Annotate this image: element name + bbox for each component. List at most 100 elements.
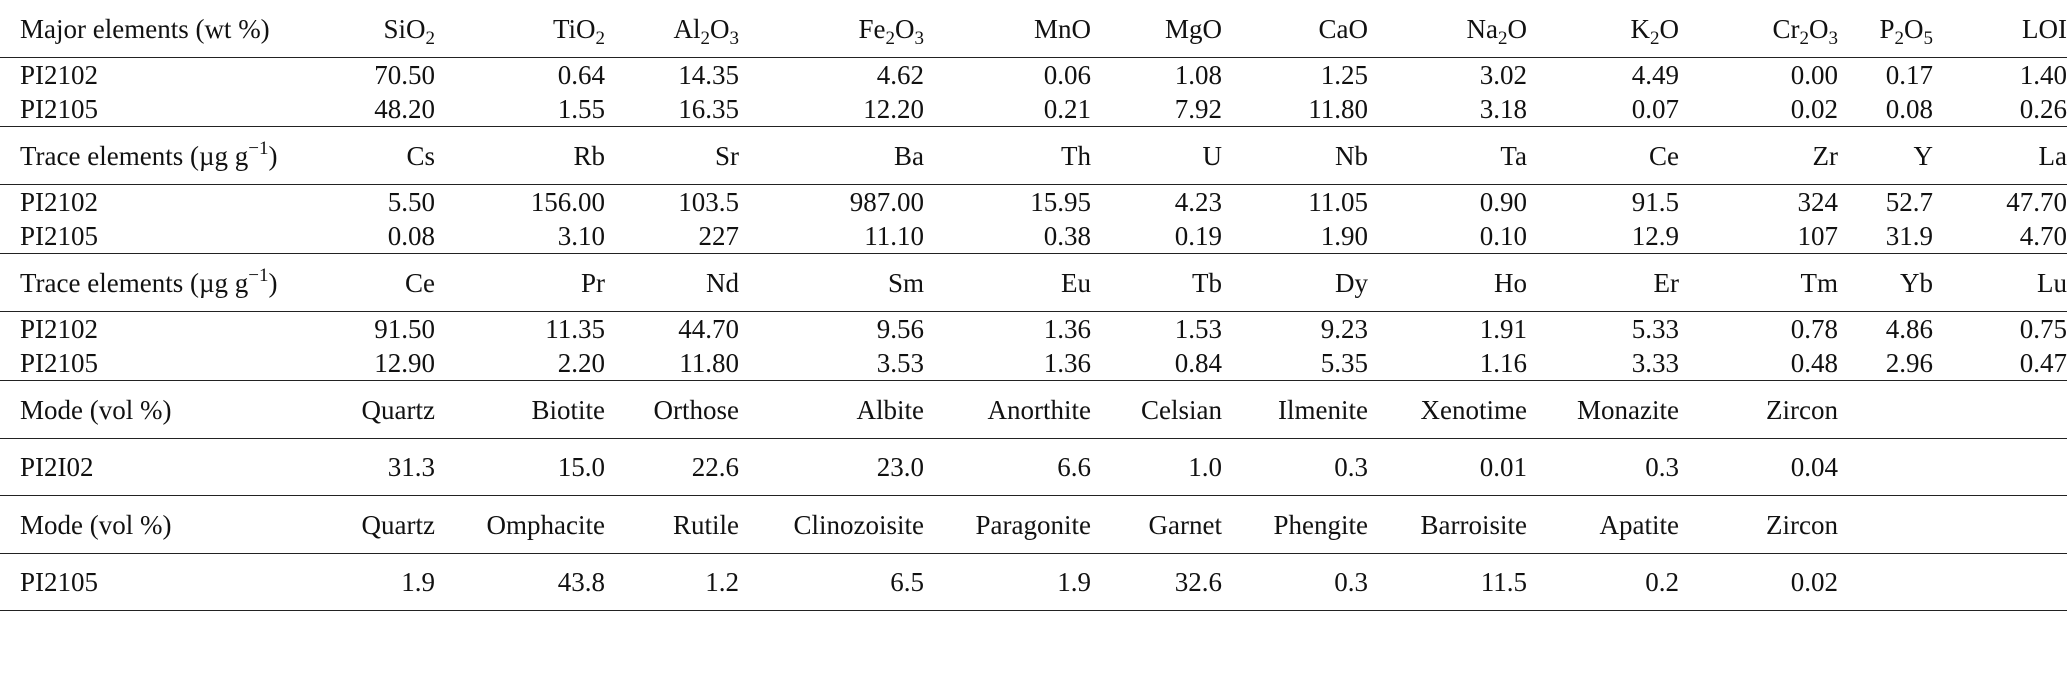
column-header: Sm — [739, 253, 924, 312]
table-row: PI2102 70.50 0.64 14.35 4.62 0.06 1.08 1.25 3.02… — [0, 58, 2067, 93]
table-cell: 1.0 — [1091, 438, 1222, 496]
subscript: 3 — [1828, 27, 1839, 49]
table-cell: 2.20 — [435, 346, 605, 381]
section-header-row: Mode (vol %) Quartz Biotite Orthose Albite An… — [0, 380, 2067, 439]
table-cell: 11.35 — [545, 314, 605, 344]
column-header: LOI — [1933, 0, 2067, 58]
table-cell: 107 — [1679, 219, 1838, 254]
header-text: Xenotime — [1420, 394, 1527, 425]
table-cell: 31.9 — [1838, 219, 1933, 254]
table-cell: 103.5 — [678, 187, 739, 217]
header-text: Al — [673, 13, 701, 44]
column-header: Apatite — [1527, 495, 1679, 554]
column-header: Clinozoisite — [739, 495, 924, 554]
column-header: Er — [1527, 253, 1679, 312]
table-cell: 44.70 — [678, 314, 739, 344]
column-header: La — [1933, 126, 2067, 185]
column-header: MnO — [924, 0, 1091, 58]
table-cell: 22.6 — [605, 438, 739, 496]
section-header-row: Trace elements (µg g−1) Cs Rb Sr Ba Th U Nb Ta Ce… — [0, 126, 2067, 185]
table-cell: 1.91 — [1479, 314, 1527, 344]
header-text: O — [1507, 13, 1528, 44]
table-cell: 1.08 — [1174, 60, 1222, 90]
column-header: Tb — [1091, 253, 1222, 312]
header-text: Er — [1653, 267, 1679, 298]
header-text: MnO — [1033, 13, 1091, 44]
header-text: Zr — [1812, 140, 1838, 171]
column-header: K2O — [1527, 0, 1679, 58]
column-header: Y — [1838, 126, 1934, 185]
table-row: PI2102 91.50 11.35 44.70 9.56 1.36 1.53 9.23 1.9… — [0, 312, 2067, 347]
table-cell: 14.35 — [678, 60, 739, 90]
table-cell: 0.64 — [557, 60, 605, 90]
header-text: Sr — [714, 140, 739, 171]
superscript: −1 — [248, 264, 269, 286]
column-header: Tm — [1679, 253, 1839, 312]
section-header-row: Mode (vol %) Quartz Omphacite Rutile Clinozo… — [0, 495, 2067, 554]
table-cell: 4.49 — [1631, 60, 1679, 90]
table-cell: 1.2 — [605, 553, 739, 611]
header-text: SiO — [383, 13, 426, 44]
table-cell: 15.95 — [1030, 187, 1091, 217]
header-text: Tm — [1800, 267, 1839, 298]
section-title: Mode (vol %) — [0, 380, 340, 439]
column-header: Pr — [435, 253, 605, 312]
table-cell: 1.25 — [1320, 60, 1368, 90]
column-header: Phengite — [1222, 495, 1368, 554]
header-text: Y — [1913, 140, 1934, 171]
table-cell: 1.16 — [1368, 346, 1527, 381]
subscript: 2 — [1650, 27, 1660, 49]
table-cell: 0.21 — [924, 92, 1091, 127]
table-cell: 7.92 — [1091, 92, 1222, 127]
table-cell: 0.3 — [1222, 553, 1368, 611]
column-header: Cr2O3 — [1679, 0, 1838, 58]
table-cell: 4.62 — [876, 60, 924, 90]
header-text: Quartz — [361, 509, 435, 540]
header-text: Trace elements (µg g — [20, 267, 249, 298]
column-header: Yb — [1838, 253, 1933, 312]
header-text: Zircon — [1766, 394, 1838, 425]
column-header: TiO2 — [435, 0, 605, 58]
header-text: K — [1630, 13, 1651, 44]
column-header — [1933, 380, 2067, 439]
column-header: Na2O — [1368, 0, 1527, 58]
header-text: Major elements (wt %) — [20, 13, 270, 44]
table-cell: 9.23 — [1320, 314, 1368, 344]
table-cell: 11.05 — [1308, 187, 1368, 217]
header-text: Albite — [856, 394, 925, 425]
header-text: Fe — [858, 13, 886, 44]
column-header: Ilmenite — [1222, 380, 1368, 439]
table-cell: 0.06 — [1043, 60, 1091, 90]
table-cell: 11.80 — [1222, 92, 1368, 127]
column-header: Omphacite — [435, 495, 605, 554]
table-cell: 0.75 — [2019, 314, 2067, 344]
header-text: Orthose — [653, 394, 739, 425]
header-text: Barroisite — [1420, 509, 1527, 540]
header-text: Mode (vol %) — [20, 394, 172, 425]
table-cell: 0.08 — [1838, 92, 1933, 127]
table-cell: 3.10 — [435, 219, 605, 254]
column-header — [1933, 495, 2067, 554]
header-text: Garnet — [1148, 509, 1222, 540]
table-cell: 4.70 — [1933, 219, 2067, 254]
column-header: Paragonite — [924, 495, 1091, 554]
header-text: Na — [1466, 13, 1498, 44]
header-text: LOI — [2022, 13, 2067, 44]
table-cell: 12.9 — [1527, 219, 1679, 254]
column-header: Cs — [340, 126, 435, 185]
table-cell: 0.38 — [924, 219, 1091, 254]
sample-id: PI2105 — [0, 553, 340, 611]
header-text: Yb — [1900, 267, 1933, 298]
column-header: P2O5 — [1838, 0, 1933, 58]
table-cell: 1.55 — [435, 92, 605, 127]
table-cell: 1.40 — [2019, 60, 2067, 90]
table-cell: 0.08 — [340, 219, 435, 254]
header-text: Ilmenite — [1278, 394, 1368, 425]
table-cell: 3.18 — [1368, 92, 1527, 127]
table-cell: 52.7 — [1885, 187, 1933, 217]
sample-id: PI2105 — [0, 346, 340, 381]
column-header: Barroisite — [1368, 495, 1527, 554]
header-text: Nb — [1335, 140, 1368, 171]
column-header: Monazite — [1527, 380, 1679, 439]
column-header: Nb — [1222, 126, 1368, 185]
